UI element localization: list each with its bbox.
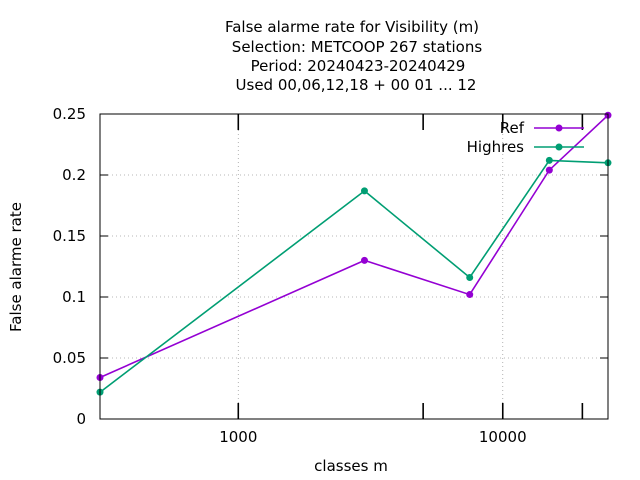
series-line-highres (99, 159, 609, 393)
title-line-2: Selection: METCOOP 267 stations (232, 38, 483, 56)
y-tick-label: 0.05 (53, 349, 86, 367)
chart-title: False alarme rate for Visibility (m) Sel… (225, 18, 482, 94)
series-group (96, 111, 612, 396)
legend-label-highres: Highres (467, 138, 525, 156)
x-tick-label: 10000 (479, 428, 527, 446)
data-point-highres (545, 156, 553, 164)
data-point-ref (360, 256, 368, 264)
data-point-highres (360, 187, 368, 195)
y-axis-label: False alarme rate (7, 202, 25, 332)
x-axis-label: classes m (314, 457, 388, 475)
axis-ticks: 0 0.05 0.1 0.15 0.2 0.25 1000 10000 (53, 105, 608, 446)
y-tick-label: 0.25 (53, 105, 86, 123)
legend-marker-highres (555, 143, 563, 151)
plot-frame (99, 113, 609, 420)
title-line-4: Used 00,06,12,18 + 00 01 ... 12 (236, 76, 477, 94)
y-tick-label: 0 (76, 410, 86, 428)
title-line-1: False alarme rate for Visibility (m) (225, 18, 479, 36)
y-tick-label: 0.1 (62, 288, 86, 306)
legend-label-ref: Ref (500, 119, 525, 137)
y-tick-label: 0.15 (53, 227, 86, 245)
series-line-ref (99, 114, 609, 379)
grid-lines (100, 114, 608, 419)
data-point-ref (545, 166, 553, 174)
title-line-3: Period: 20240423-20240429 (251, 57, 466, 75)
data-point-ref (466, 291, 474, 299)
legend-marker-ref (555, 124, 563, 132)
x-tick-label: 1000 (219, 428, 257, 446)
y-tick-label: 0.2 (62, 166, 86, 184)
data-point-highres (466, 273, 474, 281)
